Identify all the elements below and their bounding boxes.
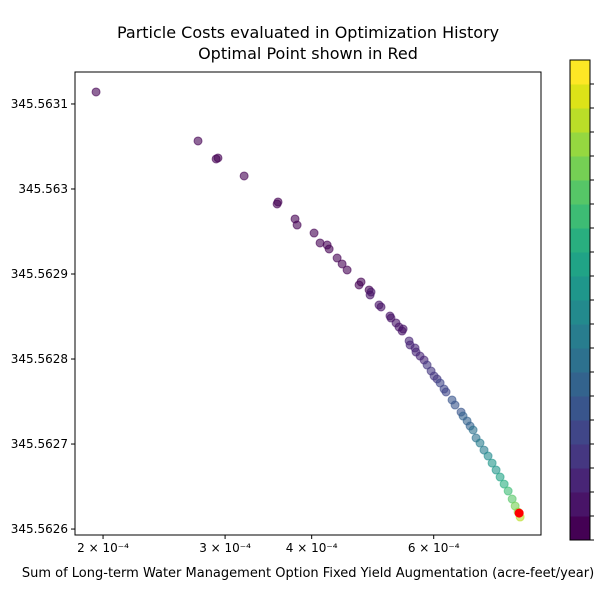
colorbar-frame [569, 59, 591, 541]
particle-point [239, 171, 249, 181]
particle-point [213, 153, 223, 163]
particle-point [332, 253, 342, 263]
y-tick-label: 345.5631 [11, 97, 68, 111]
particle-point [337, 259, 347, 269]
particle-point [342, 265, 352, 275]
chart-title: Particle Costs evaluated in Optimization… [117, 23, 499, 42]
chart-subtitle: Optimal Point shown in Red [198, 44, 418, 63]
colorbar-band [570, 300, 590, 325]
particle-point [441, 387, 451, 397]
colorbar-band [570, 276, 590, 301]
particle-point [273, 197, 283, 207]
particle-point [499, 479, 509, 489]
x-tick-label: 2 × 10⁻⁴ [77, 541, 129, 555]
y-tick-label: 345.5629 [11, 267, 68, 281]
colorbar-band [570, 492, 590, 517]
colorbar-band [570, 516, 590, 541]
y-tick-label: 345.5626 [11, 522, 68, 536]
particle-point [491, 465, 501, 475]
colorbar-band [570, 444, 590, 469]
colorbar-band [570, 252, 590, 277]
particle-point [483, 451, 493, 461]
x-tick-label: 6 × 10⁻⁴ [408, 541, 460, 555]
colorbar-band [570, 228, 590, 253]
colorbar-band [570, 180, 590, 205]
x-axis-label: Sum of Long-term Water Management Option… [22, 566, 594, 581]
particle-point [398, 324, 408, 334]
colorbar-band [570, 420, 590, 445]
particle-point [91, 87, 101, 97]
optimal-point [514, 508, 524, 518]
particle-point [495, 472, 505, 482]
colorbar-band [570, 108, 590, 133]
colorbar-band [570, 372, 590, 397]
particle-point [487, 458, 497, 468]
y-tick-label: 345.5628 [11, 352, 68, 366]
particle-point [292, 220, 302, 230]
y-tick-label: 345.5627 [11, 437, 68, 451]
particle-point [309, 228, 319, 238]
colorbar-band [570, 60, 590, 85]
particle-point [366, 287, 376, 297]
x-tick-label: 4 × 10⁻⁴ [286, 541, 338, 555]
colorbar-band [570, 132, 590, 157]
plot-frame [74, 71, 542, 536]
colorbar-band [570, 348, 590, 373]
colorbar-band [570, 396, 590, 421]
colorbar-band [570, 156, 590, 181]
y-tick-label: 345.563 [18, 182, 68, 196]
particle-point [193, 136, 203, 146]
particle-point [450, 400, 460, 410]
colorbar-band [570, 204, 590, 229]
colorbar-band [570, 324, 590, 349]
particle-point [475, 438, 485, 448]
particle-point [356, 277, 366, 287]
x-tick-label: 3 × 10⁻⁴ [199, 541, 251, 555]
colorbar-band [570, 468, 590, 493]
particle-point [324, 244, 334, 254]
colorbar-band [570, 84, 590, 109]
particle-point [503, 486, 513, 496]
particle-point [376, 302, 386, 312]
particle-point [468, 425, 478, 435]
